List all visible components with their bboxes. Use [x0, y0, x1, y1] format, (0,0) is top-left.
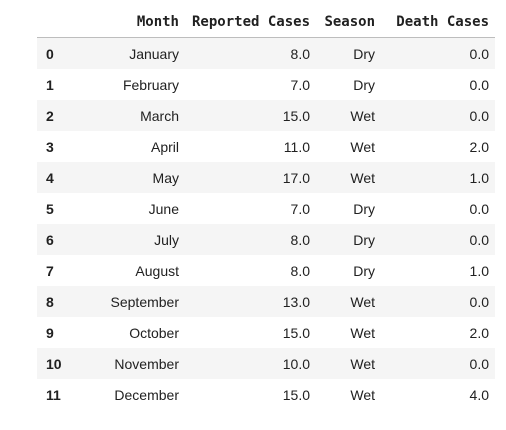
row-index: 7: [46, 262, 54, 279]
cell-month: April: [150, 138, 179, 155]
cell-month: August: [135, 262, 179, 279]
cell-season: Dry: [353, 76, 376, 93]
table-row: 6 July 8.0 Dry 0.0: [37, 224, 496, 255]
table-row: 5 June 7.0 Dry 0.0: [37, 193, 496, 224]
table-row: 8 September 13.0 Wet 0.0: [37, 286, 496, 317]
cell-death-cases: 0.0: [469, 107, 490, 124]
cell-reported-cases: 10.0: [282, 355, 311, 372]
dataframe-table: Month Reported Cases Season Death Cases …: [37, 6, 496, 410]
cell-reported-cases: 8.0: [290, 231, 311, 248]
cell-season: Wet: [350, 324, 376, 341]
cell-season: Wet: [350, 107, 376, 124]
cell-death-cases: 0.0: [469, 45, 490, 62]
row-index: 8: [46, 293, 54, 310]
cell-death-cases: 0.0: [469, 200, 490, 217]
column-header-month: Month: [80, 6, 185, 38]
column-header-season: Season: [316, 6, 382, 38]
cell-reported-cases: 13.0: [282, 293, 311, 310]
dataframe-output: Month Reported Cases Season Death Cases …: [37, 6, 496, 410]
cell-reported-cases: 8.0: [290, 45, 311, 62]
row-index: 1: [46, 76, 54, 93]
column-header-reported-cases: Reported Cases: [185, 6, 317, 38]
cell-reported-cases: 15.0: [282, 386, 311, 403]
table-row: 4 May 17.0 Wet 1.0: [37, 162, 496, 193]
cell-reported-cases: 15.0: [282, 107, 311, 124]
cell-season: Dry: [353, 231, 376, 248]
cell-month: December: [114, 386, 179, 403]
table-row: 10 November 10.0 Wet 0.0: [37, 348, 496, 379]
table-row: 11 December 15.0 Wet 4.0: [37, 379, 496, 410]
table-row: 3 April 11.0 Wet 2.0: [37, 131, 496, 162]
cell-month: October: [129, 324, 179, 341]
header-row: Month Reported Cases Season Death Cases: [37, 6, 496, 38]
cell-season: Wet: [350, 386, 376, 403]
cell-reported-cases: 11.0: [283, 138, 311, 155]
cell-season: Dry: [353, 200, 376, 217]
cell-death-cases: 0.0: [469, 293, 490, 310]
cell-month: July: [154, 231, 179, 248]
row-index: 2: [46, 107, 54, 124]
cell-reported-cases: 8.0: [290, 262, 311, 279]
table-row: 9 October 15.0 Wet 2.0: [37, 317, 496, 348]
cell-season: Wet: [350, 293, 376, 310]
table-row: 7 August 8.0 Dry 1.0: [37, 255, 496, 286]
cell-month: June: [148, 200, 179, 217]
cell-month: May: [152, 169, 179, 186]
cell-reported-cases: 7.0: [290, 76, 311, 93]
cell-reported-cases: 15.0: [282, 324, 311, 341]
cell-death-cases: 0.0: [469, 76, 490, 93]
table-row: 0 January 8.0 Dry 0.0: [37, 37, 496, 69]
cell-season: Wet: [350, 138, 376, 155]
row-index: 0: [46, 45, 54, 62]
column-header-death-cases: Death Cases: [381, 6, 496, 38]
cell-month: January: [129, 45, 179, 62]
table-body: 0 January 8.0 Dry 0.0 1 February 7.0 Dry 0.0 2 Marc…: [37, 37, 496, 410]
row-index: 4: [46, 169, 54, 186]
row-index: 11: [46, 386, 61, 403]
table-header: Month Reported Cases Season Death Cases: [37, 6, 496, 38]
row-index: 5: [46, 200, 54, 217]
cell-season: Dry: [353, 262, 376, 279]
cell-month: March: [140, 107, 179, 124]
row-index: 6: [46, 231, 54, 248]
cell-month: September: [110, 293, 179, 310]
cell-death-cases: 1.0: [469, 262, 490, 279]
cell-death-cases: 4.0: [469, 386, 490, 403]
cell-reported-cases: 17.0: [282, 169, 311, 186]
table-row: 2 March 15.0 Wet 0.0: [37, 100, 496, 131]
cell-season: Dry: [353, 45, 376, 62]
cell-death-cases: 1.0: [469, 169, 490, 186]
cell-month: February: [122, 76, 179, 93]
cell-season: Wet: [350, 169, 376, 186]
index-column-header: [37, 6, 80, 38]
cell-season: Wet: [350, 355, 376, 372]
row-index: 10: [46, 355, 62, 372]
cell-death-cases: 2.0: [469, 138, 490, 155]
table-row: 1 February 7.0 Dry 0.0: [37, 69, 496, 100]
cell-death-cases: 0.0: [469, 231, 490, 248]
cell-death-cases: 2.0: [469, 324, 490, 341]
cell-month: November: [114, 355, 179, 372]
cell-death-cases: 0.0: [469, 355, 490, 372]
cell-reported-cases: 7.0: [290, 200, 311, 217]
row-index: 3: [46, 138, 54, 155]
row-index: 9: [46, 324, 54, 341]
